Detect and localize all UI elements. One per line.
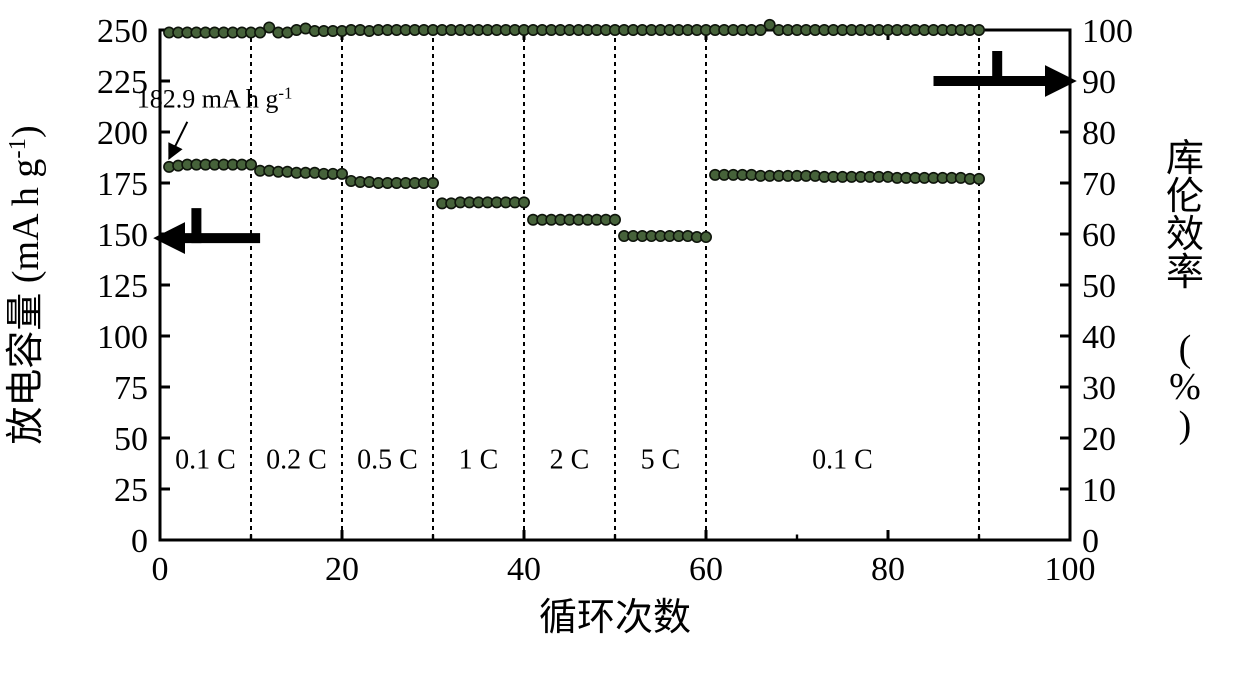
chart-container: 0204060801000255075100125150175200225250… bbox=[0, 0, 1240, 673]
rate-label: 0.1 C bbox=[175, 445, 236, 476]
x-axis: 020406080100 bbox=[152, 30, 1096, 588]
x-tick-label: 0 bbox=[152, 551, 169, 588]
capacity-point bbox=[701, 232, 711, 242]
capacity-point bbox=[337, 169, 347, 179]
y-left-tick-label: 125 bbox=[97, 268, 148, 305]
callout-label: 182.9 mA h g-1 bbox=[137, 83, 293, 114]
y-left-tick-label: 0 bbox=[131, 523, 148, 560]
callout-arrow bbox=[169, 122, 187, 159]
y-right-tick-label: 90 bbox=[1082, 64, 1116, 101]
y-left-axis-label: 放电容量 (mA h g-1) bbox=[4, 125, 48, 444]
x-tick-label: 40 bbox=[507, 551, 541, 588]
y-left-tick-label: 50 bbox=[114, 421, 148, 458]
rate-label: 2 C bbox=[550, 445, 590, 476]
rate-label: 0.2 C bbox=[266, 445, 327, 476]
rate-label: 1 C bbox=[459, 445, 499, 476]
efficiency-point bbox=[974, 25, 984, 35]
x-tick-label: 60 bbox=[689, 551, 723, 588]
rate-label: 0.1 C bbox=[812, 445, 873, 476]
y-left-tick-label: 75 bbox=[114, 370, 148, 407]
rate-label: 0.5 C bbox=[357, 445, 418, 476]
y-right-tick-label: 70 bbox=[1082, 166, 1116, 203]
y-right-tick-label: 30 bbox=[1082, 370, 1116, 407]
y-left-tick-label: 200 bbox=[97, 115, 148, 152]
x-tick-label: 80 bbox=[871, 551, 905, 588]
y-right-tick-label: 50 bbox=[1082, 268, 1116, 305]
y-right-tick-label: 20 bbox=[1082, 421, 1116, 458]
x-axis-label: 循环次数 bbox=[539, 597, 691, 639]
y-left-tick-label: 250 bbox=[97, 13, 148, 50]
y-left-tick-label: 25 bbox=[114, 472, 148, 509]
x-tick-label: 20 bbox=[325, 551, 359, 588]
y-left-tick-label: 150 bbox=[97, 217, 148, 254]
capacity-point bbox=[974, 174, 984, 184]
y-right-tick-label: 10 bbox=[1082, 472, 1116, 509]
capacity-point bbox=[610, 215, 620, 225]
y-right-tick-label: 0 bbox=[1082, 523, 1099, 560]
y-left-tick-label: 100 bbox=[97, 319, 148, 356]
y-right-axis-label: 库伦效率 (%) bbox=[1166, 138, 1204, 446]
y-left-tick-label: 175 bbox=[97, 166, 148, 203]
dual-axis-chart: 0204060801000255075100125150175200225250… bbox=[0, 0, 1240, 673]
capacity-point bbox=[428, 178, 438, 188]
efficiency-series bbox=[164, 20, 984, 38]
y-right-tick-label: 60 bbox=[1082, 217, 1116, 254]
y-right-tick-label: 40 bbox=[1082, 319, 1116, 356]
capacity-series bbox=[164, 159, 984, 242]
y-right-tick-label: 100 bbox=[1082, 13, 1133, 50]
rate-label: 5 C bbox=[641, 445, 681, 476]
y-right-tick-label: 80 bbox=[1082, 115, 1116, 152]
capacity-point bbox=[519, 197, 529, 207]
